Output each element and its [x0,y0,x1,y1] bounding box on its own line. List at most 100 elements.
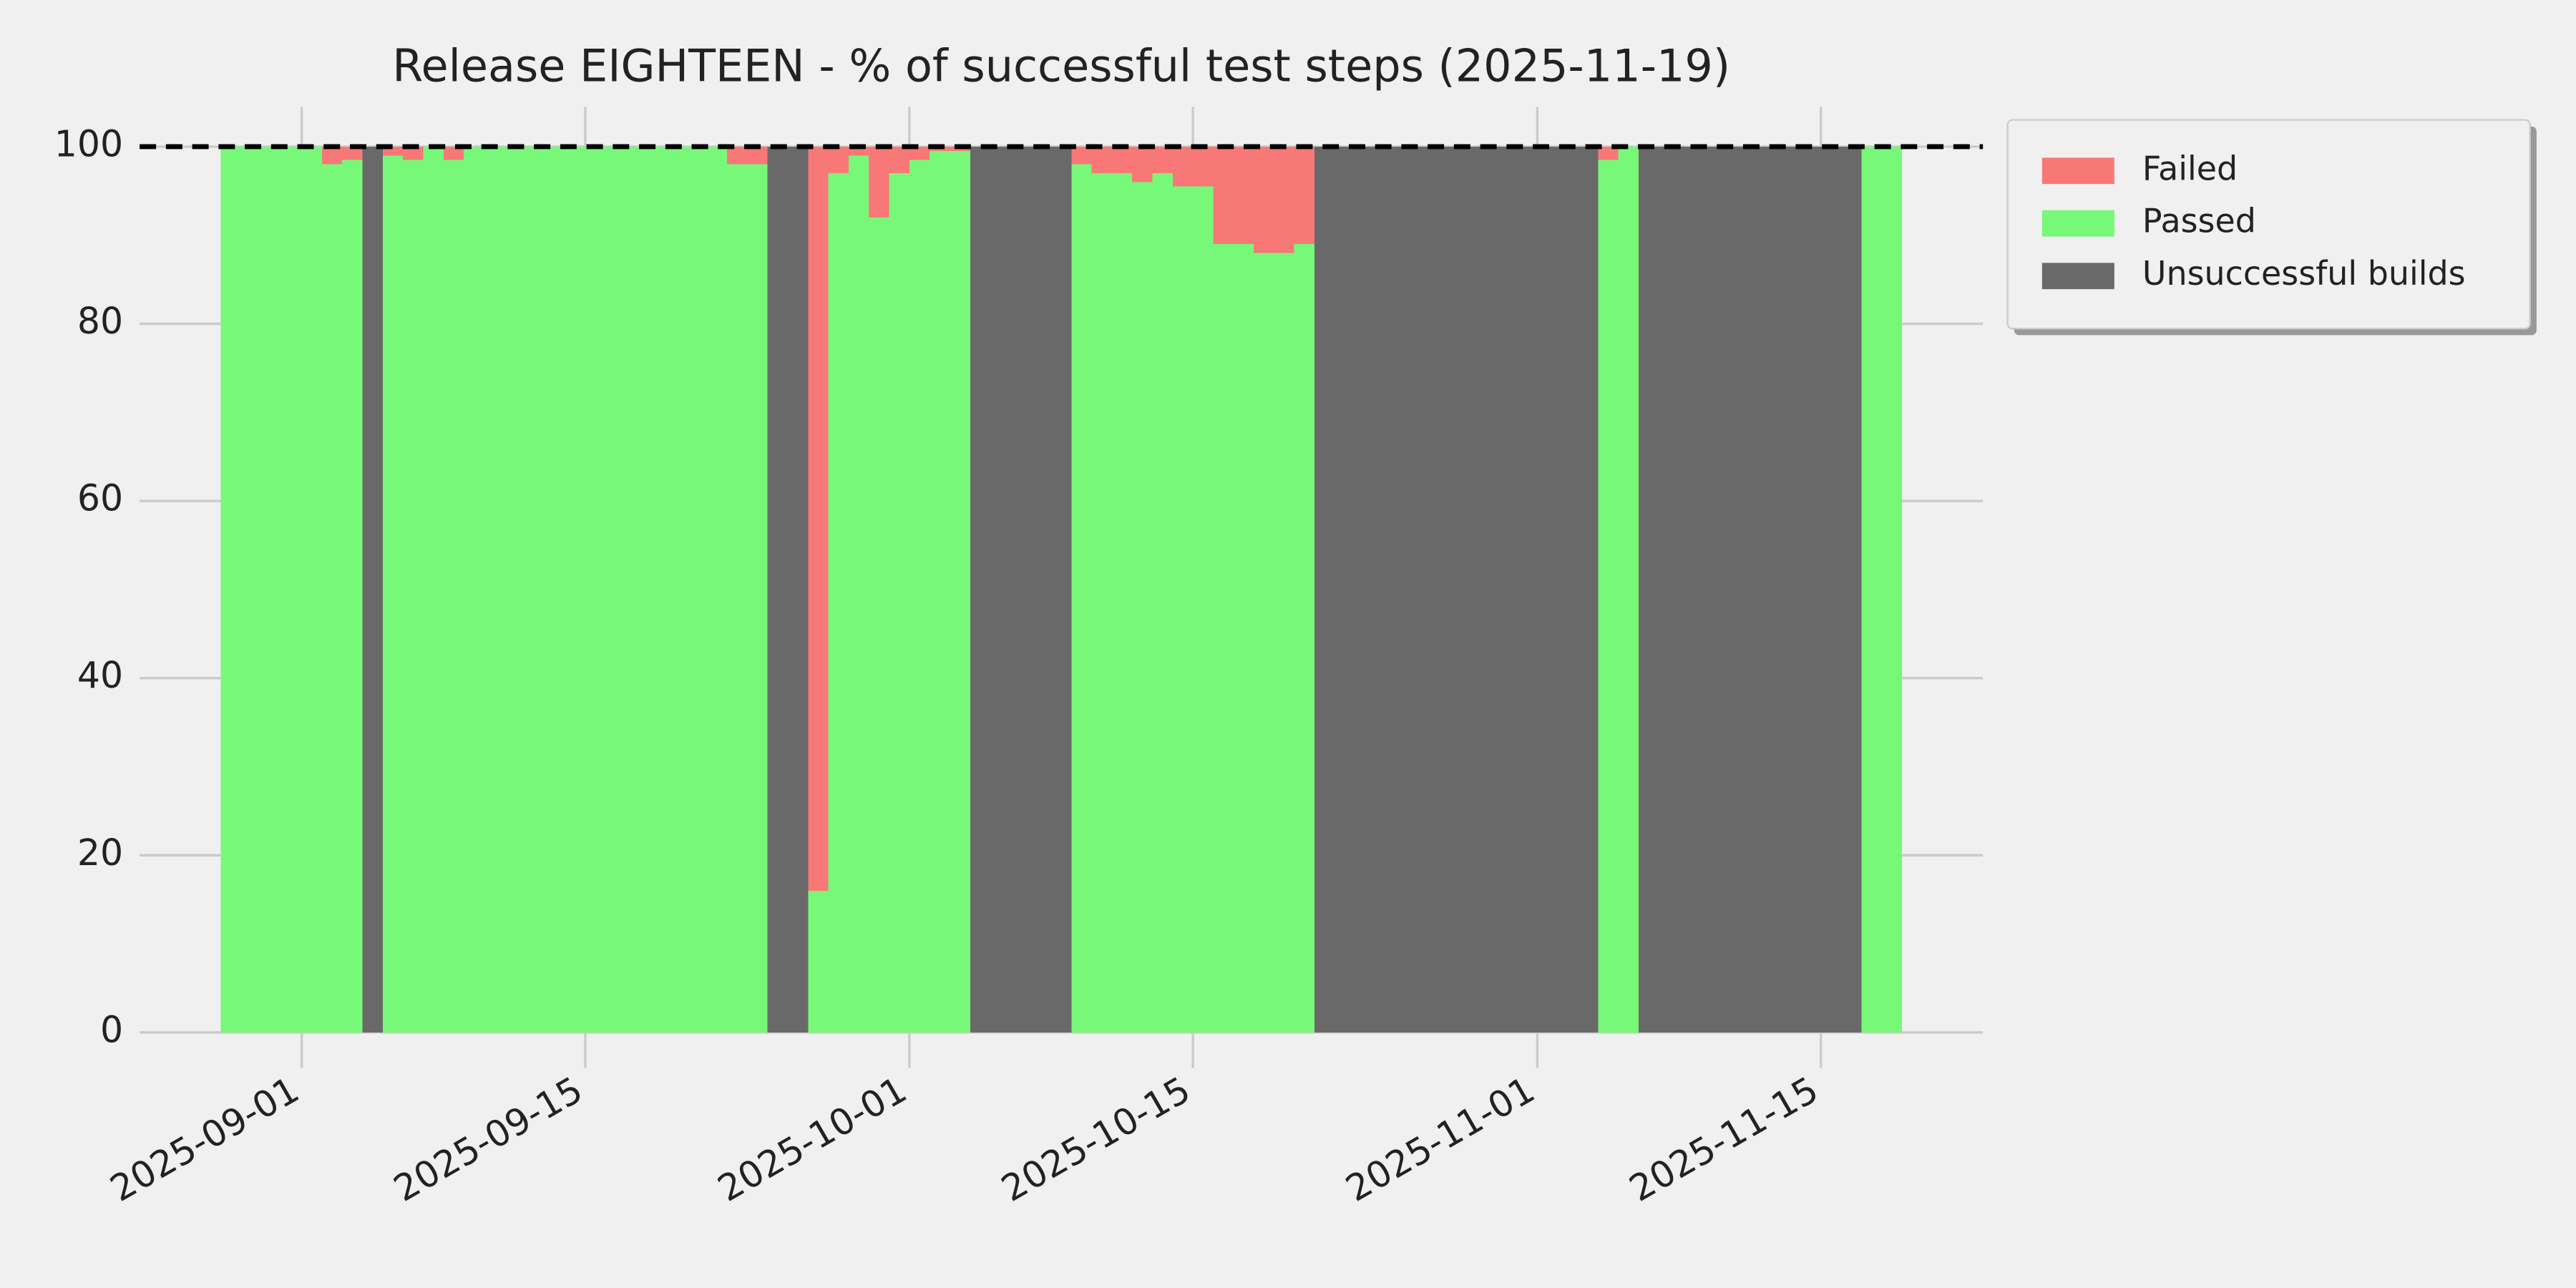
area-segment [1193,186,1214,1033]
area-segment [585,146,606,1033]
plot-area [220,146,1902,1033]
area-segment [747,164,768,1033]
area-segment [930,151,950,1033]
area-segment [545,146,565,1033]
area-segment [1111,146,1133,174]
area-segment [1496,146,1518,1033]
area-segment [1557,146,1579,1033]
area-segment [808,146,829,891]
area-segment [1456,146,1477,1033]
area-segment [342,146,363,160]
area-segment [950,151,970,1033]
area-segment [321,164,343,1033]
area-segment [889,173,909,1033]
area-segment [1841,146,1862,1033]
area-segment [848,155,869,1033]
area-segment [1233,146,1254,245]
area-segment [727,146,748,165]
area-segment [1517,146,1538,1033]
area-segment [1172,146,1194,187]
legend-label: Failed [2142,149,2238,187]
area-segment [1091,146,1112,174]
area-segment [1314,146,1335,1033]
area-segment [1375,146,1396,1033]
area-segment [1051,146,1072,1033]
area-segment [1254,253,1274,1033]
area-segment [1132,182,1153,1033]
area-segment [1679,146,1699,1033]
area-segment [1598,146,1619,160]
area-segment [1598,160,1619,1033]
area-segment [1861,146,1882,1033]
area-segment [788,146,809,1033]
area-segment [1172,186,1194,1033]
area-segment [1415,146,1436,1033]
area-segment [828,173,849,1033]
area-segment [990,146,1011,1033]
area-segment [1800,146,1821,1033]
area-segment [1820,146,1842,1033]
area-segment [605,146,626,1033]
area-segment [1719,146,1740,1033]
legend-swatch [2041,157,2114,185]
area-segment [281,146,302,1033]
area-segment [747,146,768,165]
area-segment [321,146,343,165]
area-segment [645,146,667,1033]
y-tick-label: 60 [77,477,123,519]
area-segment [909,160,930,1033]
area-segment [1213,146,1234,245]
y-tick-label: 40 [77,654,123,696]
area-segment [889,146,909,174]
area-segment [625,146,646,1033]
legend-entries: Failed Passed Unsuccessful builds [2041,149,2466,293]
area-segment [686,146,707,1033]
legend [2006,119,2531,330]
area-segment [1294,146,1315,245]
area-segment [1578,146,1599,1033]
area-segment [1740,146,1760,1033]
area-segment [1780,146,1801,1033]
area-segment [1193,146,1214,187]
area-segment [1254,146,1274,253]
area-segment [1152,146,1173,174]
area-segment [767,146,789,1033]
legend-label: Unsuccessful builds [2142,254,2466,293]
area-segment [727,164,748,1033]
area-segment [869,217,889,1033]
area-segment [1111,173,1133,1033]
area-segment [382,155,404,1033]
area-segment [484,146,504,1033]
area-segment [1030,146,1052,1033]
area-segment [362,146,383,1033]
area-segment [1010,146,1031,1033]
area-segment [666,146,687,1033]
area-segment [1294,244,1315,1033]
area-segment [1233,244,1254,1033]
legend-swatch [2041,263,2114,290]
area-segment [1091,173,1112,1033]
area-segment [261,146,282,1033]
area-segment [403,160,424,1033]
area-segment [220,146,241,1033]
area-segment [1132,146,1153,182]
area-segment [970,146,991,1033]
area-segment [1618,146,1639,1033]
area-segment [1537,146,1558,1033]
area-segment [565,146,585,1033]
area-segment [525,146,545,1033]
area-segment [1335,146,1355,1033]
area-segment [1699,146,1720,1033]
area-segment [403,146,424,160]
area-segment [423,146,444,1033]
area-segment [1395,146,1416,1033]
area-segment [706,146,728,1033]
area-segment [443,160,464,1033]
chart-title: Release EIGHTEEN - % of successful test … [392,40,1730,92]
y-tick-label: 20 [77,831,123,874]
legend-swatch [2041,210,2114,237]
area-segment [443,146,464,160]
area-segment [828,146,849,174]
